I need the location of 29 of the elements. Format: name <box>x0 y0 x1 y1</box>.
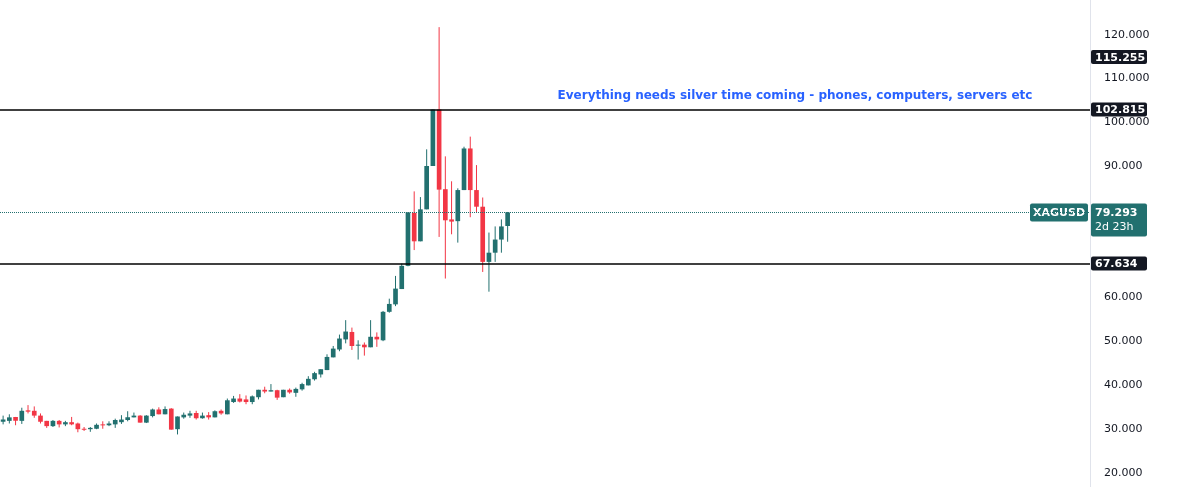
candlestick <box>168 407 174 431</box>
candlestick <box>399 263 405 290</box>
y-tick-label: 110.000 <box>1104 71 1150 85</box>
candlestick <box>368 319 373 348</box>
y-tick-label: 100.000 <box>1104 115 1150 129</box>
ref-line-label: 102.815 <box>1095 102 1146 116</box>
ref-line-label: 67.634 <box>1095 257 1138 270</box>
candlestick <box>474 164 479 213</box>
y-tick-label: 20.000 <box>1104 465 1143 479</box>
y-tick-label: 30.000 <box>1104 421 1143 435</box>
candlestick <box>106 420 112 427</box>
candlestick <box>393 275 398 307</box>
candlestick <box>492 225 498 263</box>
candlestick <box>25 404 31 414</box>
text: 115.255 <box>1095 50 1146 64</box>
candlestick <box>268 383 274 393</box>
y-tick-label: 90.000 <box>1104 159 1143 173</box>
candlestick <box>187 410 193 419</box>
y-tick-label: 40.000 <box>1104 378 1143 392</box>
candlestick <box>499 218 504 254</box>
y-tick-label: 120.000 <box>1104 27 1150 41</box>
y-tick-label: 60.000 <box>1104 290 1143 304</box>
text: 79.293 <box>1095 205 1138 219</box>
text: 2d 23h <box>1095 219 1134 233</box>
y-tick-label: 50.000 <box>1104 334 1143 348</box>
candlestick <box>343 319 349 344</box>
annotation: Everything needs silver time coming - phones, computers, servers etc <box>557 88 1033 103</box>
candlestick <box>100 420 106 430</box>
candlestick <box>243 394 249 405</box>
